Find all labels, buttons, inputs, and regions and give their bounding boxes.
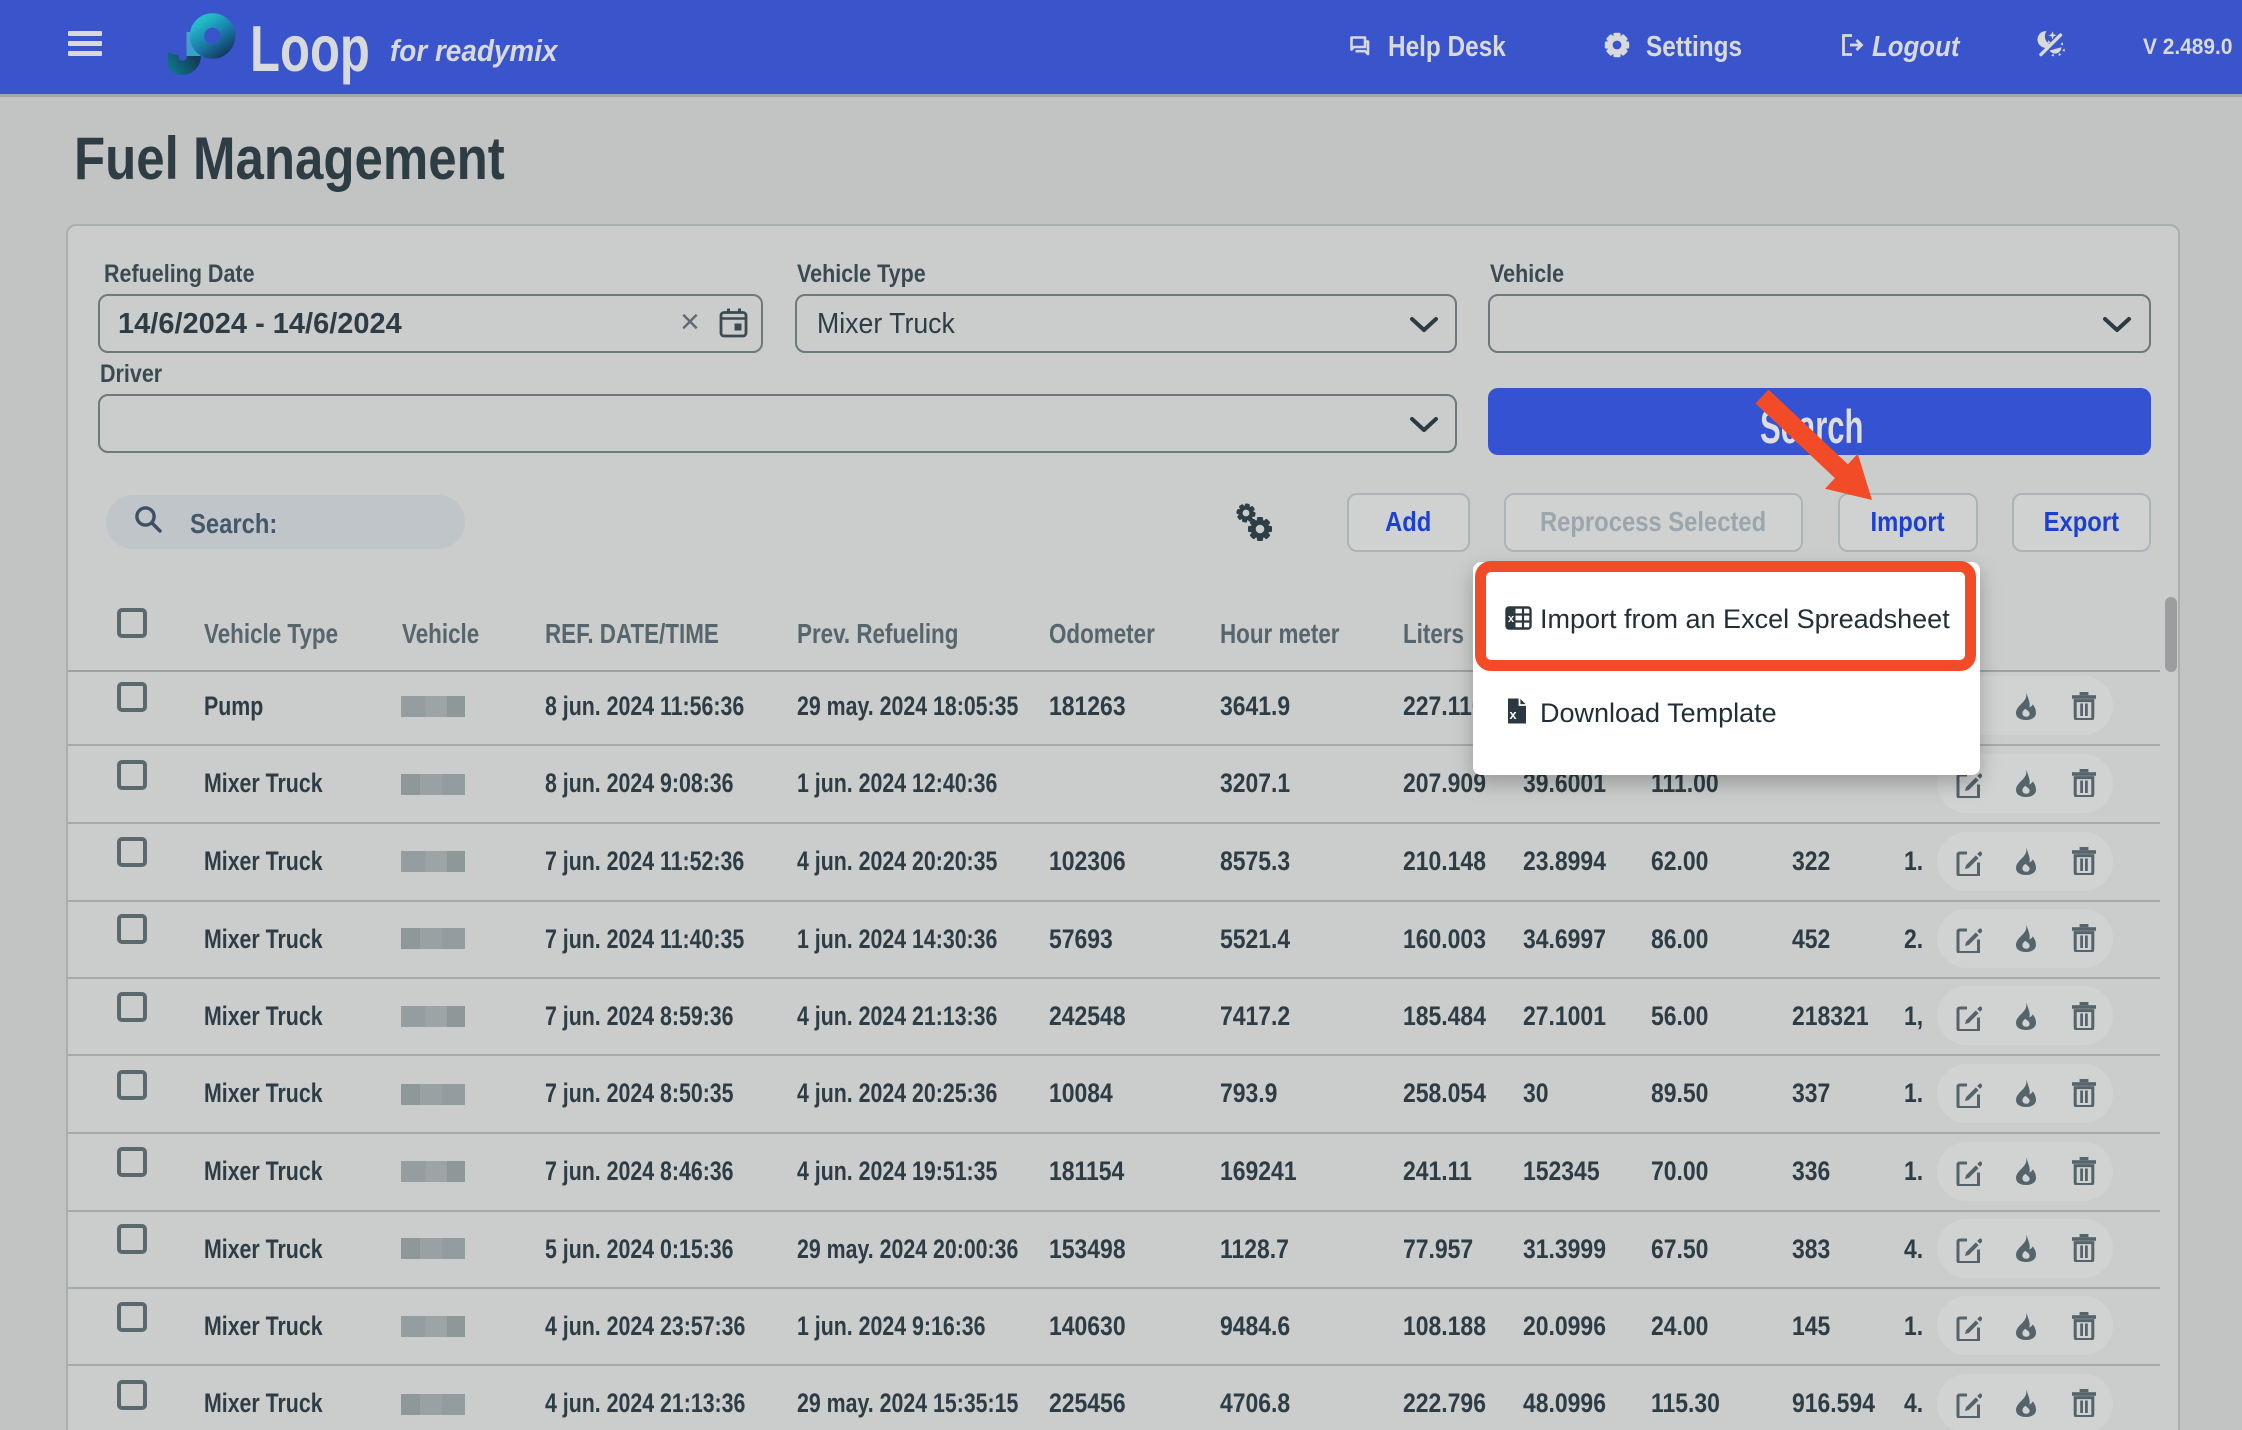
svg-text:x: x bbox=[1509, 707, 1517, 722]
svg-text:x: x bbox=[1508, 613, 1515, 625]
